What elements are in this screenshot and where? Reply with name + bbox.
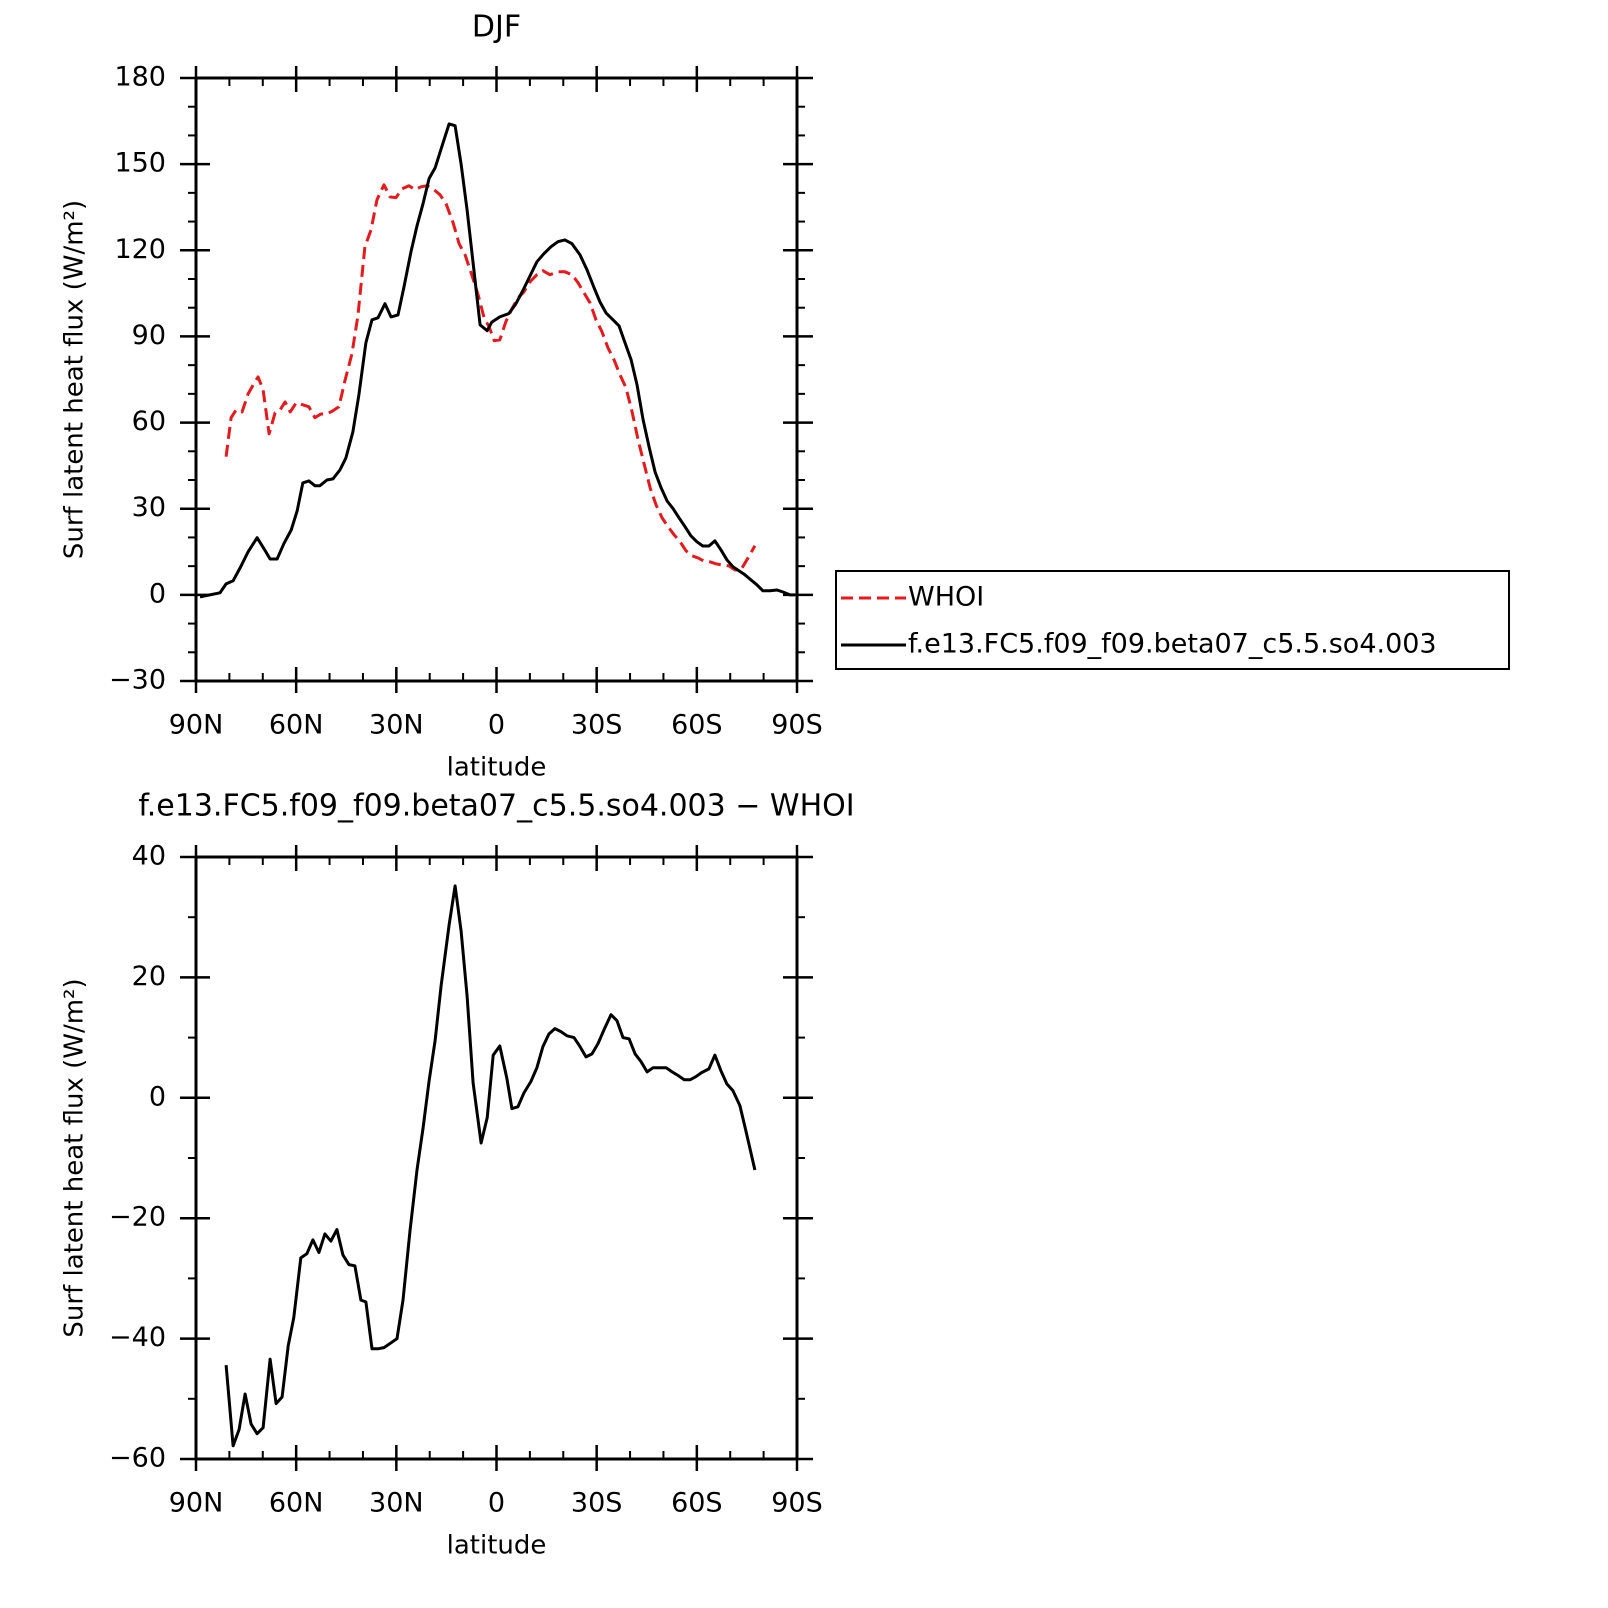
x-tick-label: 60N [269, 710, 324, 741]
y-tick-label: −60 [109, 1443, 166, 1474]
x-tick-label: 60S [671, 1488, 723, 1519]
y-tick-label: −20 [109, 1202, 166, 1233]
y-tick-label: 0 [149, 578, 166, 609]
x-axis-label: latitude [447, 753, 547, 783]
y-axis-label: Surf latent heat flux (W/m²) [60, 978, 90, 1337]
y-tick-label: 0 [149, 1081, 166, 1112]
y-tick-label: −30 [109, 665, 166, 696]
y-tick-label: 30 [132, 492, 166, 523]
legend-box [835, 570, 1510, 670]
data-line [224, 183, 757, 572]
legend-label: f.e13.FC5.f09_f09.beta07_c5.5.so4.003 [908, 629, 1437, 660]
y-tick-label: 40 [132, 841, 166, 872]
y-tick-label: 60 [132, 406, 166, 437]
data-line [199, 122, 795, 599]
chart-title: f.e13.FC5.f09_f09.beta07_c5.5.so4.003 − … [138, 789, 854, 824]
x-tick-label: 90N [169, 710, 224, 741]
y-tick-label: 150 [114, 148, 166, 179]
x-tick-label: 30S [571, 710, 623, 741]
y-axis-label: Surf latent heat flux (W/m²) [60, 200, 90, 559]
x-tick-label: 60S [671, 710, 723, 741]
x-tick-label: 0 [488, 1488, 505, 1519]
x-tick-label: 60N [269, 1488, 324, 1519]
x-tick-label: 30N [369, 710, 424, 741]
y-tick-label: 180 [114, 62, 166, 93]
legend-label: WHOI [908, 582, 984, 613]
y-tick-label: 20 [132, 961, 166, 992]
x-tick-label: 30S [571, 1488, 623, 1519]
y-tick-label: −40 [109, 1322, 166, 1353]
chart-title: DJF [472, 10, 521, 45]
plot-frame [194, 76, 799, 683]
x-tick-label: 90S [771, 710, 823, 741]
x-tick-label: 30N [369, 1488, 424, 1519]
y-tick-label: 120 [114, 234, 166, 265]
data-line [224, 884, 757, 1448]
x-tick-label: 90S [771, 1488, 823, 1519]
y-tick-label: 90 [132, 320, 166, 351]
x-tick-label: 90N [169, 1488, 224, 1519]
x-axis-label: latitude [447, 1531, 547, 1561]
x-tick-label: 0 [488, 710, 505, 741]
